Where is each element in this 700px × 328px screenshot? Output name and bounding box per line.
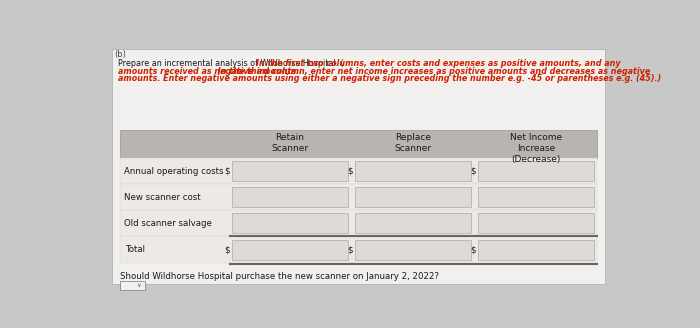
Bar [120, 158, 598, 184]
Text: $: $ [224, 167, 230, 175]
Text: Prepare an incremental analysis of Wildhorse Hospital. (: Prepare an incremental analysis of Wildh… [118, 59, 344, 68]
Text: $: $ [224, 245, 230, 254]
Bar [232, 161, 349, 181]
Text: New scanner cost: New scanner cost [124, 193, 201, 202]
Bar [477, 161, 594, 181]
Bar [355, 187, 471, 207]
Text: $: $ [346, 167, 352, 175]
Text: In the third column, enter net income increases as positive amounts and decrease: In the third column, enter net income in… [215, 67, 650, 76]
Bar [355, 161, 471, 181]
Text: amounts. Enter negative amounts using either a negative sign preceding the numbe: amounts. Enter negative amounts using ei… [118, 74, 662, 83]
Bar [355, 239, 471, 259]
Bar [232, 239, 349, 259]
Text: $: $ [470, 245, 475, 254]
Text: Retain
Scanner: Retain Scanner [272, 133, 309, 153]
Text: $: $ [470, 167, 475, 175]
Bar [120, 130, 598, 158]
Text: In the first two columns, enter costs and expenses as positive amounts, and any: In the first two columns, enter costs an… [256, 59, 620, 68]
Text: Old scanner salvage: Old scanner salvage [124, 219, 212, 228]
Text: ∨: ∨ [136, 283, 141, 288]
Bar [120, 210, 598, 236]
Bar [120, 281, 145, 290]
Bar [477, 187, 594, 207]
Text: Net Income
Increase
(Decrease): Net Income Increase (Decrease) [510, 133, 562, 164]
Bar [477, 214, 594, 234]
Bar [232, 214, 349, 234]
Bar [120, 184, 598, 210]
Text: Total: Total [126, 245, 146, 254]
Text: Should Wildhorse Hospital purchase the new scanner on January 2, 2022?: Should Wildhorse Hospital purchase the n… [120, 272, 439, 281]
Text: $: $ [346, 245, 352, 254]
Text: Replace
Scanner: Replace Scanner [394, 133, 432, 153]
Text: Annual operating costs: Annual operating costs [124, 167, 223, 175]
Text: amounts received as negative amounts.: amounts received as negative amounts. [118, 67, 300, 76]
Bar [355, 214, 471, 234]
Bar [232, 187, 349, 207]
Bar [120, 236, 598, 263]
Text: (b): (b) [114, 50, 126, 59]
Bar [477, 239, 594, 259]
